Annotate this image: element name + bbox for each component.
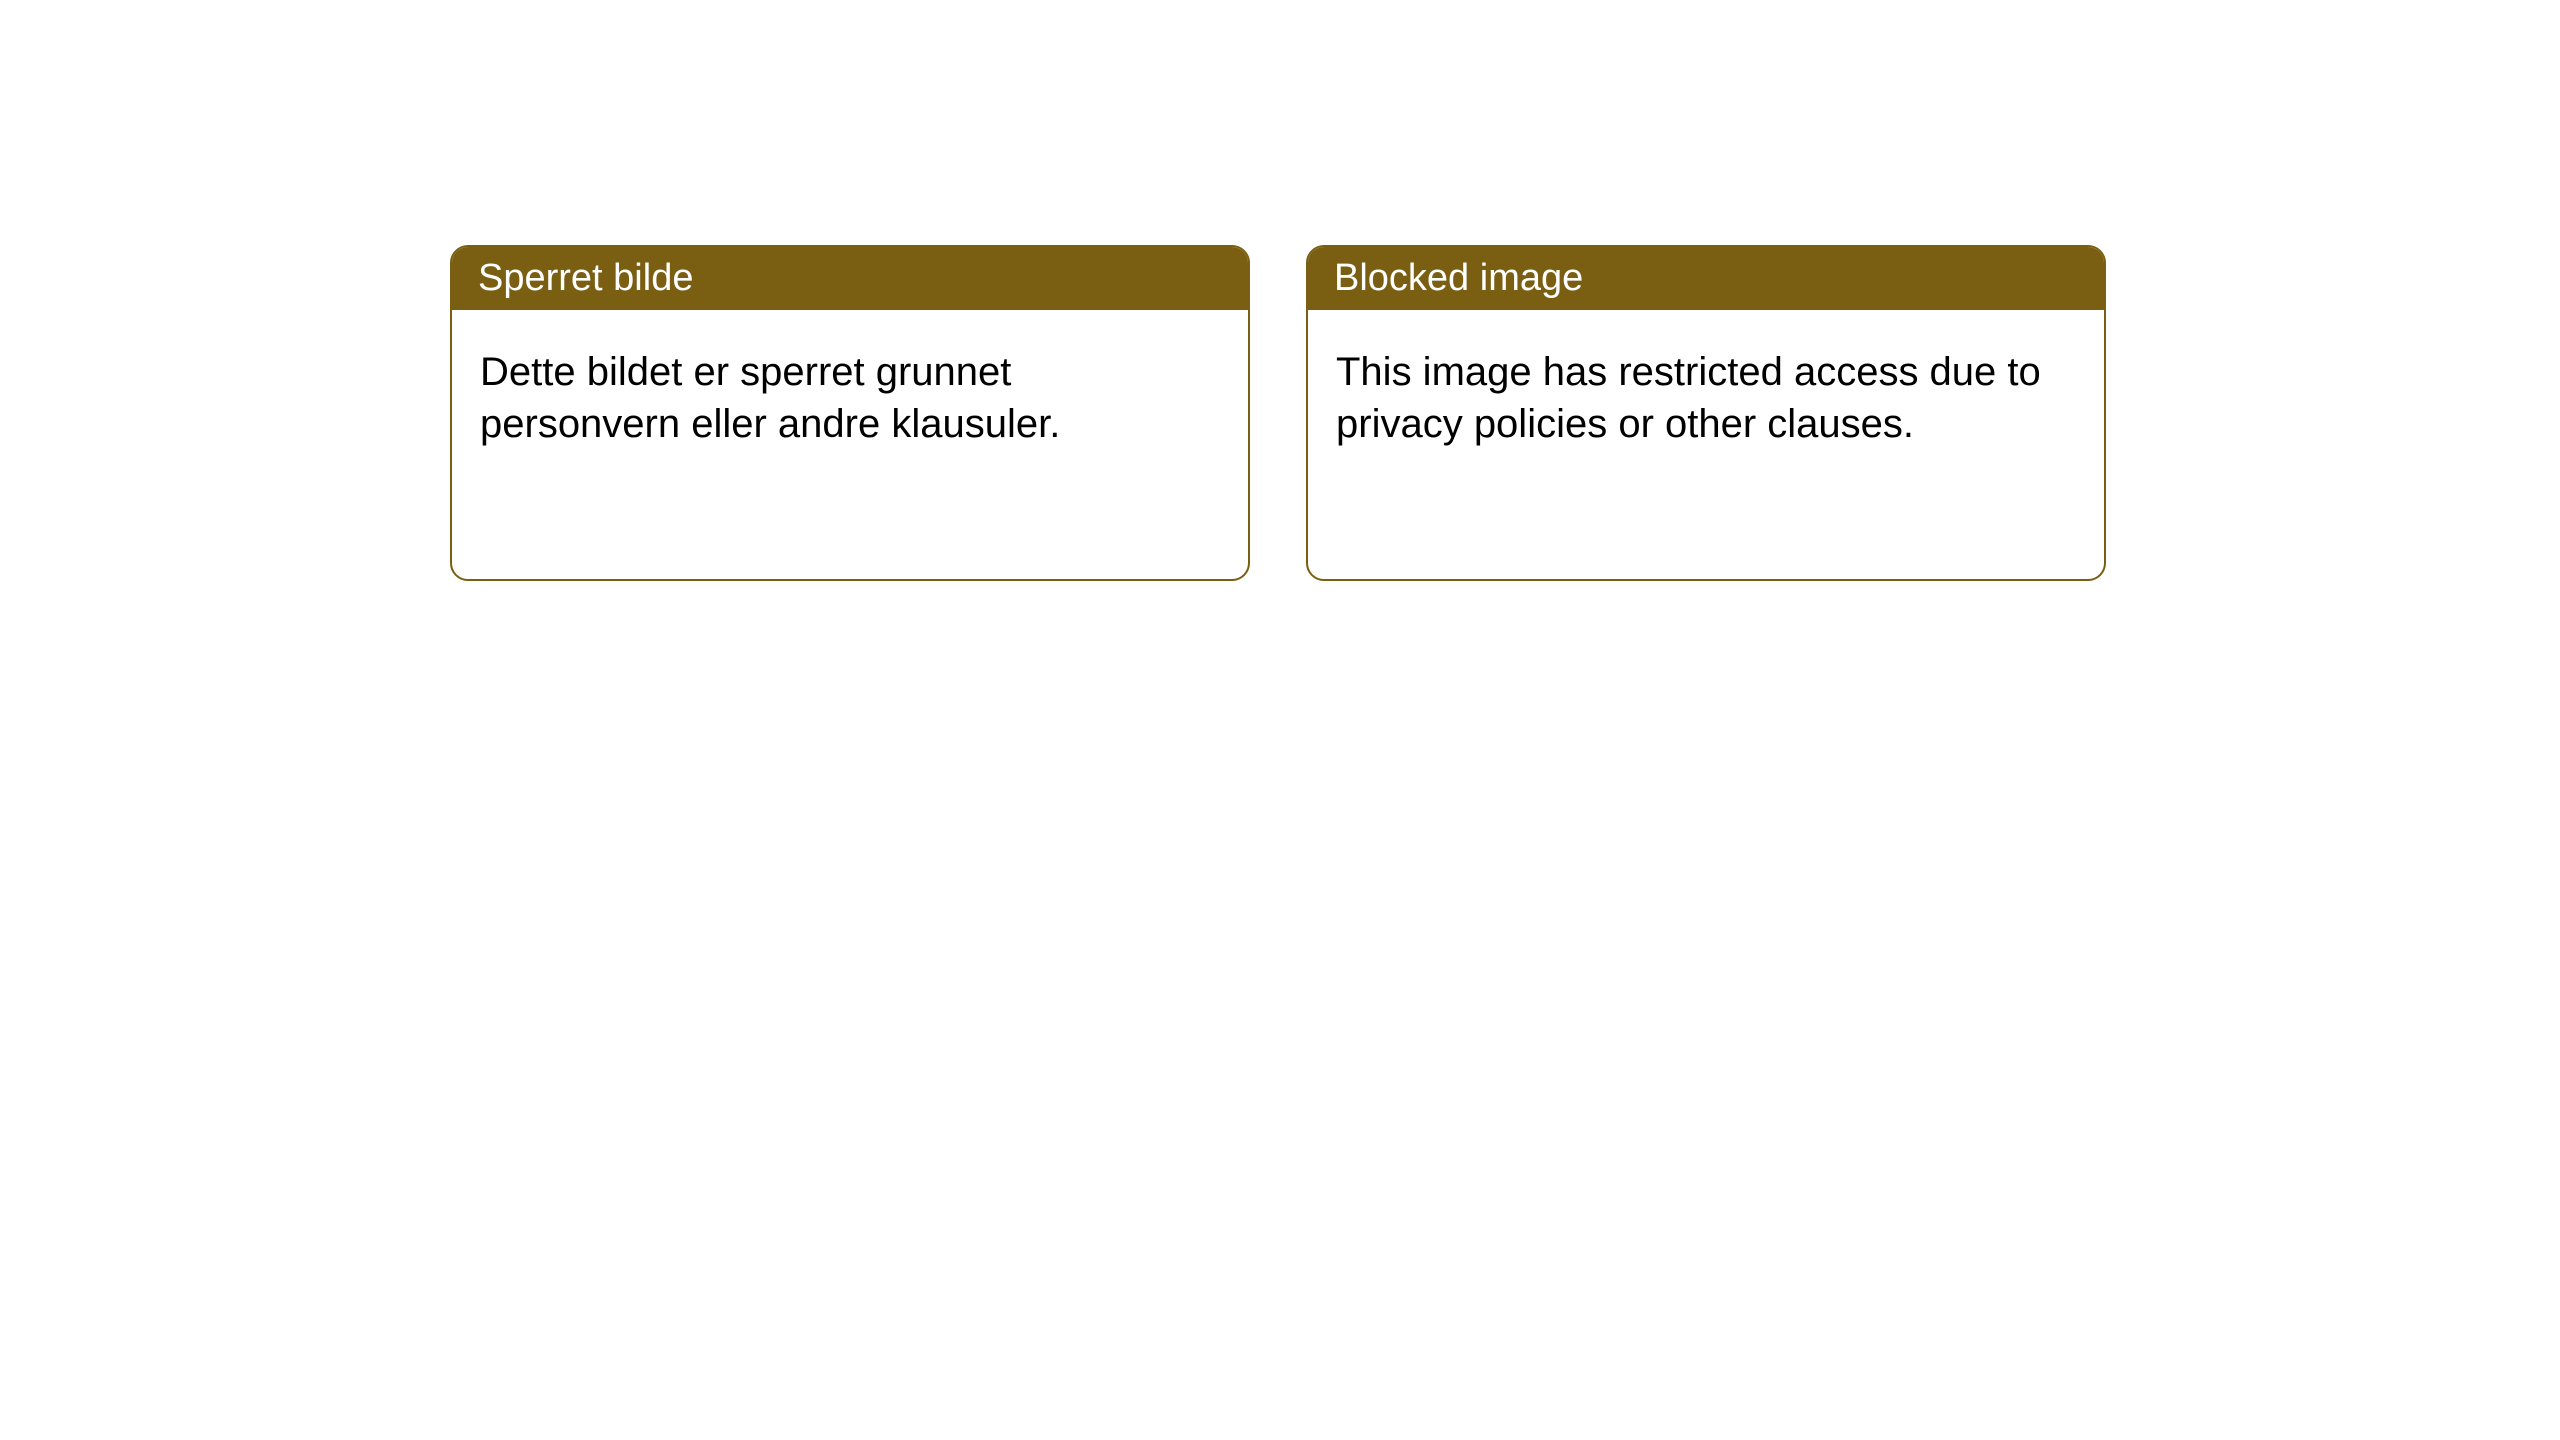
card-body: Dette bildet er sperret grunnet personve… <box>452 310 1248 486</box>
card-container: Sperret bilde Dette bildet er sperret gr… <box>0 0 2560 581</box>
card-body-text: Dette bildet er sperret grunnet personve… <box>480 350 1060 446</box>
card-body-text: This image has restricted access due to … <box>1336 350 2041 446</box>
card-header: Blocked image <box>1308 247 2104 310</box>
card-title: Sperret bilde <box>478 257 693 299</box>
blocked-image-card-norwegian: Sperret bilde Dette bildet er sperret gr… <box>450 245 1250 581</box>
card-title: Blocked image <box>1334 257 1583 299</box>
card-header: Sperret bilde <box>452 247 1248 310</box>
card-body: This image has restricted access due to … <box>1308 310 2104 486</box>
blocked-image-card-english: Blocked image This image has restricted … <box>1306 245 2106 581</box>
